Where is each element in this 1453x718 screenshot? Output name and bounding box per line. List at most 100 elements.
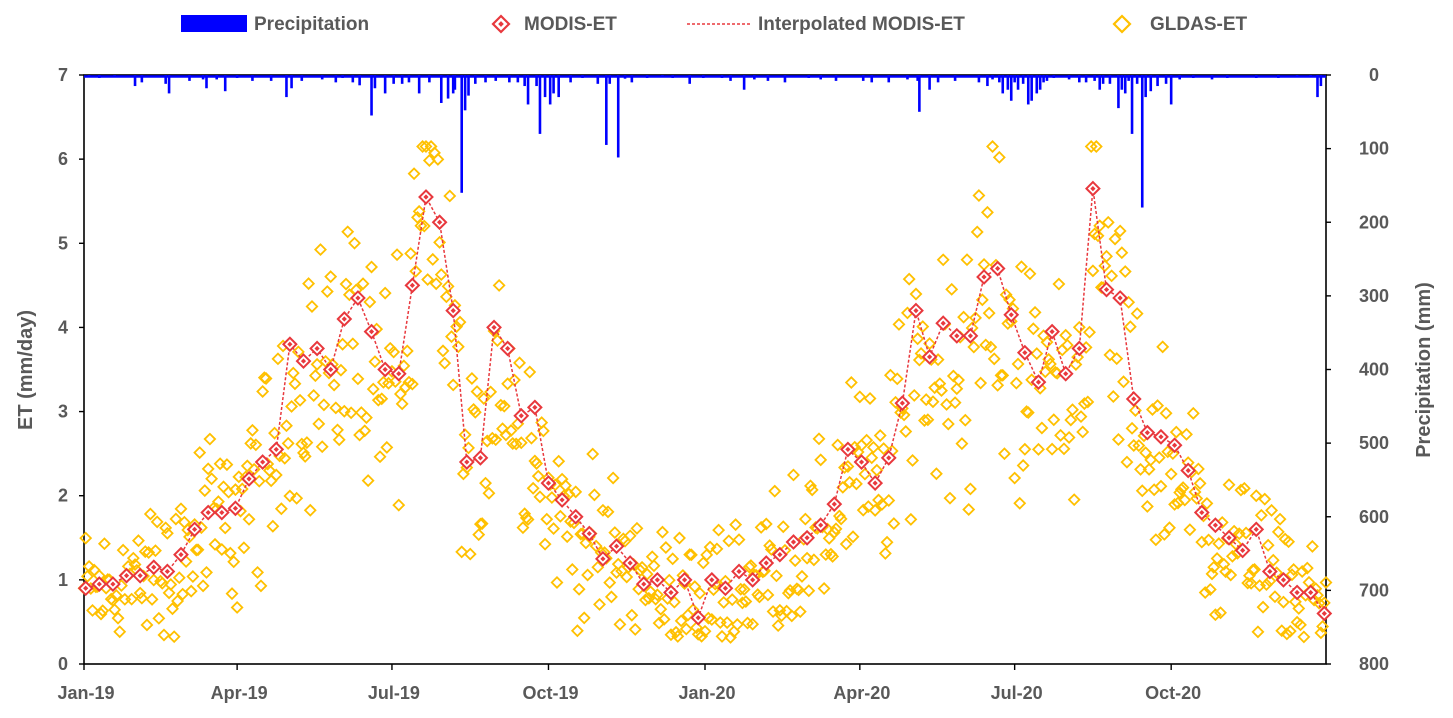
gldas-point-680 — [1234, 483, 1248, 497]
gldas-point-596 — [1091, 229, 1105, 243]
gldas-point-582 — [1067, 493, 1081, 507]
gldas-point-101 — [249, 438, 263, 452]
gldas-point-127 — [293, 393, 307, 407]
gldas-point-468 — [873, 429, 887, 443]
gldas-point-220 — [451, 340, 465, 354]
gldas-point-586 — [1074, 410, 1088, 424]
precip-bar-19 — [334, 75, 338, 83]
modis-et-series — [77, 180, 1333, 626]
gldas-point-703 — [1273, 512, 1287, 526]
gldas-point-574 — [1054, 428, 1068, 442]
modis-point-core-81 — [1185, 467, 1191, 474]
gldas-point-275 — [545, 491, 559, 505]
gldas-point-615 — [1123, 320, 1137, 334]
gldas-point-527 — [974, 376, 988, 390]
precip-bar-123 — [1277, 75, 1280, 78]
gldas-point-476 — [887, 517, 901, 531]
gldas-point-418 — [788, 554, 802, 568]
y-right-tick-label-1: 100 — [1359, 139, 1389, 159]
gldas-point-667 — [1212, 537, 1226, 551]
x-tick-label-7: Oct-20 — [1145, 683, 1201, 703]
gldas-point-690 — [1251, 625, 1265, 639]
precip-bar-27 — [400, 75, 404, 84]
legend-modis-marker-core — [498, 21, 504, 27]
gldas-point-164 — [356, 277, 370, 291]
gldas-point-585 — [1072, 320, 1086, 334]
modis-point-core-31 — [505, 345, 511, 352]
modis-point-core-45 — [695, 615, 701, 621]
precip-bar-3 — [133, 75, 137, 87]
precip-bar-46 — [538, 75, 542, 134]
gldas-point-584 — [1071, 350, 1085, 364]
gldas-point-553 — [1018, 442, 1032, 456]
gldas-point-386 — [734, 582, 748, 596]
gldas-point-408 — [771, 619, 785, 633]
y-right-tick-label-2: 200 — [1359, 212, 1389, 232]
gldas-point-43 — [150, 515, 164, 529]
gldas-point-700 — [1268, 590, 1282, 604]
gldas-point-99 — [245, 423, 259, 437]
y-axis-left-title: ET (mm/day) — [15, 310, 37, 430]
gldas-point-3 — [82, 559, 96, 573]
gldas-point-289 — [569, 485, 583, 499]
precip-bar-89 — [1013, 75, 1016, 83]
gldas-point-140 — [315, 440, 329, 454]
gldas-point-97 — [242, 512, 256, 526]
precip-bar-114 — [1149, 75, 1153, 92]
gldas-point-330 — [638, 593, 652, 607]
gldas-point-368 — [703, 540, 717, 554]
precip-bar-69 — [783, 75, 787, 83]
gldas-point-636 — [1159, 406, 1173, 420]
gldas-point-339 — [654, 602, 668, 616]
gldas-point-331 — [640, 567, 654, 581]
modis-point-core-13 — [260, 459, 266, 465]
gldas-point-271 — [538, 537, 552, 551]
gldas-point-665 — [1208, 608, 1222, 622]
gldas-point-624 — [1139, 446, 1153, 460]
modis-point-core-75 — [1103, 286, 1110, 293]
modis-point-core-33 — [532, 404, 538, 410]
gldas-point-193 — [405, 377, 419, 391]
gldas-point-548 — [1009, 376, 1023, 390]
precip-bar-108 — [1123, 75, 1127, 94]
gldas-point-456 — [853, 390, 867, 404]
gldas-point-550 — [1013, 496, 1027, 510]
gldas-point-111 — [266, 519, 280, 533]
gldas-point-168 — [363, 295, 377, 309]
gldas-point-210 — [434, 268, 448, 282]
gldas-point-142 — [319, 354, 333, 368]
gldas-point-569 — [1045, 442, 1059, 456]
gldas-point-671 — [1219, 565, 1233, 579]
gldas-point-347 — [667, 595, 681, 609]
gldas-point-389 — [739, 595, 753, 609]
precip-bar-79 — [928, 75, 931, 90]
modis-point-core-39 — [613, 543, 620, 549]
modis-point-core-7 — [178, 552, 184, 558]
gldas-point-254 — [509, 437, 523, 451]
gldas-point-441 — [827, 525, 841, 539]
gldas-point-165 — [358, 424, 372, 438]
gldas-point-656 — [1193, 476, 1207, 490]
gldas-point-499 — [926, 395, 940, 409]
precip-bar-2 — [113, 75, 116, 78]
gldas-point-56 — [172, 571, 186, 585]
precip-bar-82 — [977, 75, 981, 83]
gldas-point-490 — [911, 332, 925, 346]
gldas-point-81 — [215, 542, 229, 556]
modis-point-core-2 — [110, 581, 116, 587]
gldas-point-308 — [601, 505, 615, 519]
gldas-point-728 — [1316, 619, 1330, 633]
precip-bar-97 — [1045, 75, 1049, 81]
gldas-point-406 — [768, 484, 782, 498]
gldas-point-66 — [189, 543, 203, 557]
y-right-tick-label-6: 600 — [1359, 507, 1389, 527]
gldas-point-486 — [904, 512, 918, 526]
gldas-point-528 — [975, 293, 989, 307]
gldas-point-173 — [371, 393, 385, 407]
precip-bar-30 — [428, 75, 431, 83]
gldas-point-447 — [838, 461, 851, 474]
x-tick-label-4: Jan-20 — [678, 683, 735, 703]
modis-point-core-34 — [545, 480, 552, 486]
gldas-point-708 — [1282, 535, 1296, 549]
modis-point-core-32 — [518, 413, 524, 419]
